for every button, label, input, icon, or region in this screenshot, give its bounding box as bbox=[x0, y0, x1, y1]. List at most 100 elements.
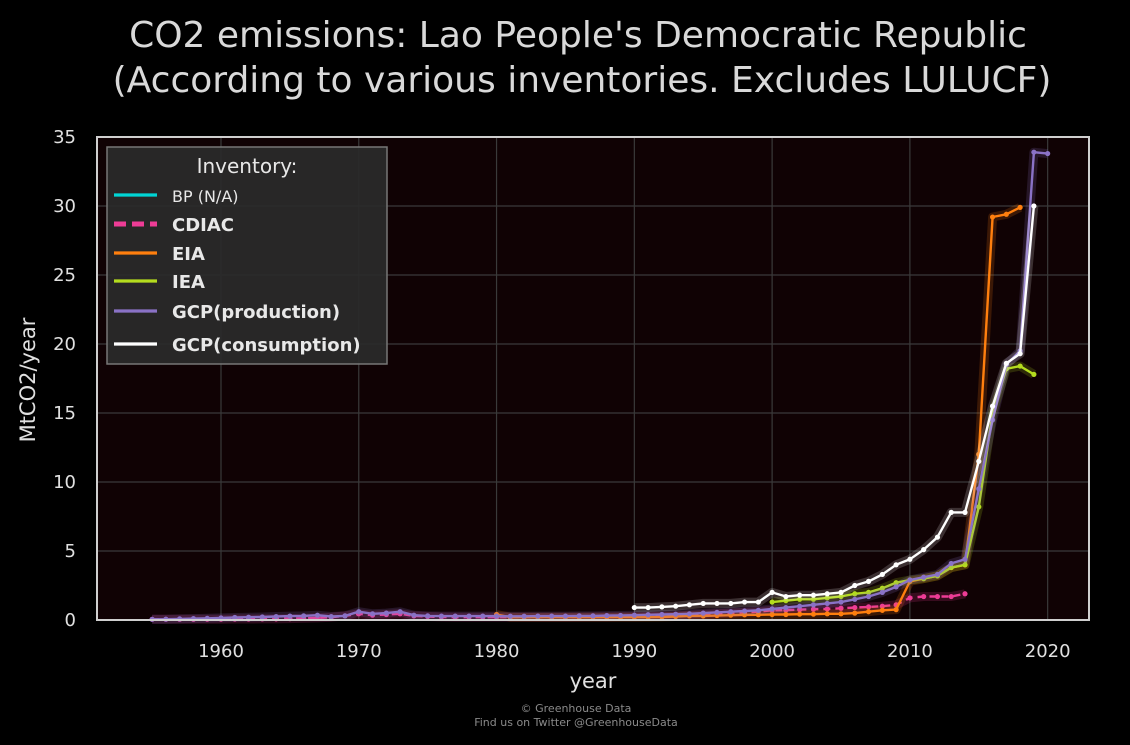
data-point bbox=[976, 486, 982, 492]
data-point bbox=[369, 611, 376, 617]
y-tick-label: 35 bbox=[53, 127, 76, 148]
data-point bbox=[921, 574, 927, 580]
data-point bbox=[865, 604, 872, 610]
y-tick-label: 0 bbox=[65, 610, 76, 631]
data-point bbox=[810, 602, 817, 608]
data-point bbox=[921, 547, 927, 553]
legend-label: EIA bbox=[172, 244, 205, 265]
data-point bbox=[617, 612, 624, 619]
data-point bbox=[934, 534, 941, 540]
data-point bbox=[314, 612, 321, 618]
legend-label: GCP(production) bbox=[172, 302, 340, 323]
series-layer bbox=[149, 147, 1051, 624]
plot-frame bbox=[96, 136, 1090, 621]
legend-box bbox=[106, 146, 388, 365]
data-point bbox=[797, 592, 803, 598]
legend-label: CDIAC bbox=[172, 215, 234, 236]
data-point bbox=[411, 612, 417, 618]
data-point bbox=[438, 613, 445, 619]
data-point bbox=[452, 613, 458, 619]
data-point bbox=[1003, 211, 1009, 217]
data-point bbox=[824, 595, 830, 601]
data-point bbox=[879, 589, 885, 596]
x-tick-label: 1960 bbox=[198, 641, 244, 662]
data-point bbox=[659, 611, 665, 618]
data-point bbox=[645, 612, 651, 618]
data-point bbox=[328, 613, 334, 620]
footer-credit: © Greenhouse Data bbox=[521, 702, 632, 715]
data-point bbox=[797, 596, 803, 602]
data-point bbox=[397, 609, 403, 615]
data-point bbox=[838, 589, 844, 596]
y-tick-label: 20 bbox=[53, 334, 76, 355]
data-point bbox=[865, 609, 872, 615]
data-point bbox=[728, 609, 734, 615]
y-axis-label: MtCO2/year bbox=[16, 317, 40, 442]
data-point bbox=[273, 613, 279, 620]
data-point bbox=[962, 591, 968, 597]
data-point bbox=[962, 562, 968, 568]
data-point bbox=[301, 613, 307, 619]
data-point bbox=[893, 562, 899, 568]
data-point bbox=[865, 589, 872, 596]
data-point bbox=[245, 614, 252, 620]
data-point bbox=[1031, 203, 1037, 209]
data-point bbox=[824, 606, 830, 612]
data-point bbox=[810, 592, 817, 598]
data-point bbox=[769, 599, 775, 605]
data-point bbox=[755, 612, 761, 618]
x-tick-label: 2020 bbox=[1025, 641, 1071, 662]
data-point bbox=[700, 610, 706, 616]
data-point bbox=[356, 609, 362, 615]
data-point bbox=[741, 608, 748, 614]
series-4 bbox=[149, 147, 1051, 624]
data-point bbox=[948, 509, 954, 515]
data-point bbox=[852, 604, 858, 611]
data-point bbox=[728, 600, 734, 607]
x-tick-labels: 1960 1970 1980 1990 2000 2010 2020 bbox=[198, 641, 1070, 662]
data-point bbox=[893, 580, 899, 586]
x-tick-label: 1980 bbox=[474, 641, 520, 662]
data-point bbox=[921, 593, 927, 600]
data-point bbox=[604, 612, 610, 619]
y-tick-labels: 0 5 10 15 20 25 30 35 bbox=[53, 127, 76, 631]
chart-title-line1: CO2 emissions: Lao People's Democratic R… bbox=[129, 15, 1027, 56]
data-point bbox=[962, 556, 968, 562]
data-point bbox=[879, 607, 885, 613]
data-point bbox=[783, 611, 789, 618]
data-point bbox=[907, 577, 913, 583]
data-point bbox=[852, 582, 858, 589]
data-point bbox=[631, 612, 637, 618]
data-point bbox=[989, 417, 996, 423]
data-point bbox=[659, 604, 665, 610]
data-point bbox=[810, 596, 817, 602]
data-point bbox=[562, 613, 569, 619]
data-point bbox=[755, 607, 761, 613]
data-point bbox=[741, 612, 748, 618]
data-point bbox=[686, 611, 693, 617]
x-tick-label: 2010 bbox=[887, 641, 933, 662]
data-point bbox=[865, 593, 872, 600]
data-point bbox=[976, 504, 982, 510]
data-point bbox=[824, 600, 830, 607]
data-point bbox=[769, 611, 775, 618]
x-tick-label: 1990 bbox=[611, 641, 657, 662]
footer-twitter: Find us on Twitter @GreenhouseData bbox=[474, 716, 678, 729]
data-point bbox=[383, 610, 389, 616]
x-axis-label: year bbox=[570, 669, 617, 693]
legend-label: BP (N/A) bbox=[172, 187, 239, 206]
data-point bbox=[1045, 150, 1051, 157]
data-point bbox=[1003, 360, 1009, 366]
data-point bbox=[824, 591, 830, 597]
data-point bbox=[1017, 351, 1023, 357]
y-tick-label: 30 bbox=[53, 196, 76, 217]
legend-label: GCP(consumption) bbox=[172, 335, 361, 356]
data-point bbox=[852, 596, 858, 602]
data-point bbox=[714, 600, 720, 607]
data-point bbox=[907, 556, 913, 562]
data-point bbox=[893, 584, 899, 590]
data-point bbox=[259, 614, 265, 620]
data-point bbox=[783, 598, 789, 604]
data-point bbox=[1031, 149, 1037, 155]
